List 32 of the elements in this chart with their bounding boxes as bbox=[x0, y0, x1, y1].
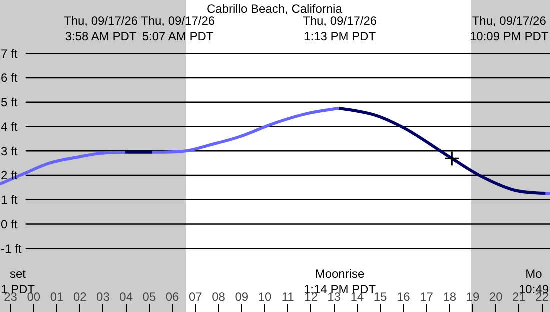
x-tick-label: 16 bbox=[396, 290, 411, 304]
chart-title: Cabrillo Beach, California bbox=[207, 2, 343, 16]
x-tick-label: 00 bbox=[27, 290, 41, 304]
x-tick-label: 08 bbox=[212, 290, 226, 304]
x-tick-label: 06 bbox=[166, 290, 180, 304]
y-tick-label: -1 ft bbox=[1, 242, 22, 256]
x-tick-label: 17 bbox=[420, 290, 434, 304]
annotation: Thu, 09/17/26 3:58 AM PDT bbox=[64, 14, 138, 44]
x-tick-label: 11 bbox=[282, 290, 295, 304]
annotation: Thu, 09/17/26 10:09 PM PDT bbox=[470, 14, 550, 44]
y-tick-label: 2 ft bbox=[1, 168, 18, 183]
y-tick-label: 3 ft bbox=[1, 144, 18, 158]
x-tick-label: 20 bbox=[489, 290, 504, 304]
y-tick-label: 1 ft bbox=[1, 193, 18, 208]
x-tick-label: 15 bbox=[374, 290, 388, 304]
x-tick-label: 19 bbox=[466, 290, 480, 304]
y-tick-label: 5 ft bbox=[1, 96, 18, 110]
x-tick-label: 01 bbox=[50, 290, 64, 304]
x-tick-label: 10 bbox=[258, 290, 272, 304]
annotation: Thu, 09/17/26 5:07 AM PDT bbox=[141, 14, 216, 44]
y-tick-label: 4 ft bbox=[1, 120, 18, 134]
x-tick-label: 02 bbox=[73, 290, 88, 304]
x-tick-label: 18 bbox=[443, 290, 457, 304]
x-tick-label: 04 bbox=[120, 290, 134, 304]
x-tick-label: 09 bbox=[235, 290, 249, 304]
x-tick-label: 07 bbox=[188, 290, 203, 304]
annotation: Thu, 09/17/26 1:13 PM PDT bbox=[303, 14, 378, 44]
x-tick-label: 05 bbox=[142, 290, 156, 304]
y-tick-label: 0 ft bbox=[1, 217, 18, 232]
y-tick-label: 6 ft bbox=[1, 71, 18, 86]
y-tick-label: 7 ft bbox=[1, 46, 18, 61]
x-tick-label: 03 bbox=[96, 290, 110, 304]
